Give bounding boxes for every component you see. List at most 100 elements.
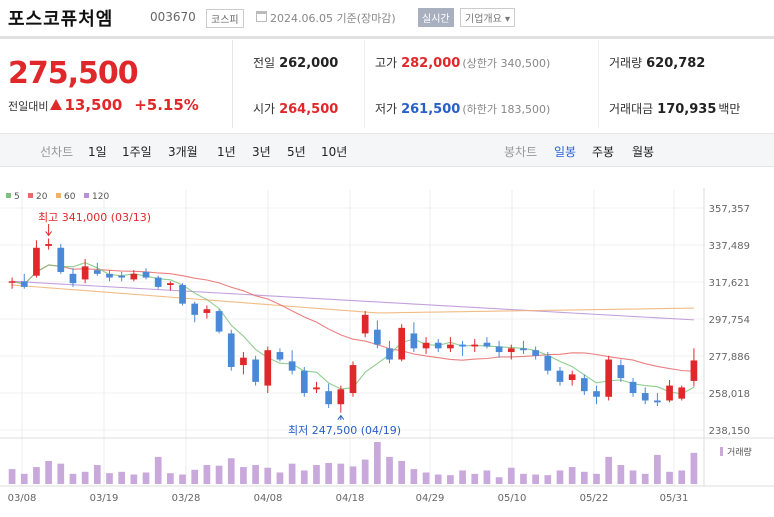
x-tick-label: 03/28 <box>172 493 201 504</box>
y-tick-label: 297,754 <box>709 315 750 326</box>
stat-label: 거래대금 <box>609 102 654 116</box>
volume-bar <box>507 467 515 484</box>
candle-body <box>471 344 479 347</box>
candle-monthly[interactable]: 월봉 <box>632 145 655 159</box>
stat-trade-value: 거래대금 170,935 백만 <box>609 100 740 117</box>
market-badge: 코스피 <box>206 9 244 28</box>
volume-bar <box>191 469 199 484</box>
period-10y[interactable]: 10년 <box>321 145 348 159</box>
min-arrow-head <box>337 414 345 420</box>
volume-bar <box>130 474 138 484</box>
price-stats: 전일 262,000 고가 282,000 (상한가 340,500) 거래량 620,… <box>232 40 774 128</box>
volume-bar <box>495 477 503 484</box>
volume-bar <box>227 458 235 484</box>
period-1y[interactable]: 1년 <box>217 145 236 159</box>
candle-body <box>191 303 199 315</box>
period-1d[interactable]: 1일 <box>88 145 107 159</box>
volume-bar <box>629 470 637 484</box>
y-tick-label: 317,621 <box>709 278 750 289</box>
line-chart-button[interactable]: 선차트 <box>40 145 74 159</box>
y-tick-label: 277,886 <box>709 352 750 363</box>
calendar-icon <box>256 11 267 22</box>
x-tick-label: 03/08 <box>8 493 37 504</box>
candle-body <box>507 348 515 353</box>
volume-bar <box>641 473 649 484</box>
volume-bar <box>568 467 576 484</box>
header-divider <box>0 36 774 39</box>
volume-bar <box>666 471 673 484</box>
volume-bar <box>459 470 466 484</box>
stat-volume: 거래량 620,782 <box>609 54 705 71</box>
candle-body <box>690 360 698 381</box>
price-summary: 275,500 전일대비 13,500 +5.15% <box>0 40 230 128</box>
candle-weekly[interactable]: 주봉 <box>592 145 615 159</box>
volume-bar <box>276 472 284 484</box>
volume-bar <box>447 475 454 484</box>
stat-value: 262,000 <box>279 56 339 71</box>
change-label: 전일대비 <box>8 100 49 113</box>
volume-bar <box>349 466 357 484</box>
volume-bar <box>93 465 101 484</box>
candle-body <box>629 381 637 394</box>
period-3m[interactable]: 3개월 <box>168 145 198 159</box>
volume-bar <box>81 471 89 484</box>
volume-legend-swatch <box>720 447 723 456</box>
stat-label: 저가 <box>375 102 398 116</box>
stat-unit: 백만 <box>718 102 741 116</box>
volume-bar <box>337 463 345 484</box>
candle-body <box>386 348 393 360</box>
stat-label: 전일 <box>253 56 276 70</box>
candle-body <box>45 244 52 246</box>
candle-body <box>447 344 454 349</box>
ma60-line <box>12 284 694 314</box>
candle-chart-button[interactable]: 봉차트 <box>504 145 538 159</box>
x-tick-label: 05/31 <box>660 493 689 504</box>
candle-body <box>580 378 588 392</box>
volume-bar <box>264 467 272 484</box>
stat-value: 261,500 <box>401 102 461 117</box>
candle-body <box>544 355 552 371</box>
candle-body <box>118 275 126 278</box>
volume-bar <box>288 463 296 484</box>
legend-label: 120 <box>92 192 109 202</box>
candle-body <box>106 273 113 278</box>
volume-bar <box>45 460 52 484</box>
stock-name: 포스코퓨처엠 <box>8 9 114 30</box>
volume-bar <box>654 454 661 484</box>
candle-daily[interactable]: 일봉 <box>554 145 577 159</box>
volume-bar <box>167 473 174 484</box>
candle-body <box>666 385 673 401</box>
volume-bar <box>300 470 308 484</box>
date-text: 2024.06.05 기준(장마감) <box>270 12 396 25</box>
period-1w[interactable]: 1주일 <box>122 145 152 159</box>
candle-body <box>252 359 259 382</box>
period-3y[interactable]: 3년 <box>252 145 271 159</box>
candle-body <box>434 342 442 349</box>
candle-body <box>641 393 649 401</box>
stock-header: 포스코퓨처엠 003670 코스피 2024.06.05 기준(장마감) 실시간… <box>0 0 774 36</box>
volume-bar <box>179 474 186 484</box>
stat-value: 170,935 <box>657 102 717 117</box>
volume-bar <box>605 456 613 484</box>
volume-bar <box>617 465 625 484</box>
company-info-dropdown[interactable]: 기업개요 ▾ <box>460 8 515 27</box>
candle-body <box>678 387 686 399</box>
candle-body <box>422 342 430 349</box>
legend-label: 20 <box>36 192 48 202</box>
candle-body <box>240 357 247 366</box>
candle-body <box>154 277 162 287</box>
candle-body <box>264 350 272 386</box>
candle-body <box>654 400 661 403</box>
volume-bar <box>361 459 369 484</box>
change-percent: +5.15% <box>134 96 199 114</box>
candle-body <box>483 342 491 347</box>
volume-bar <box>154 456 162 484</box>
stat-prev: 전일 262,000 <box>253 54 338 71</box>
candle-body <box>361 314 369 334</box>
max-arrow-head <box>45 231 53 237</box>
volume-bar <box>313 465 320 484</box>
realtime-button[interactable]: 실시간 <box>418 8 454 27</box>
volume-bar <box>374 442 381 484</box>
period-5y[interactable]: 5년 <box>287 145 306 159</box>
volume-bar <box>106 473 113 484</box>
